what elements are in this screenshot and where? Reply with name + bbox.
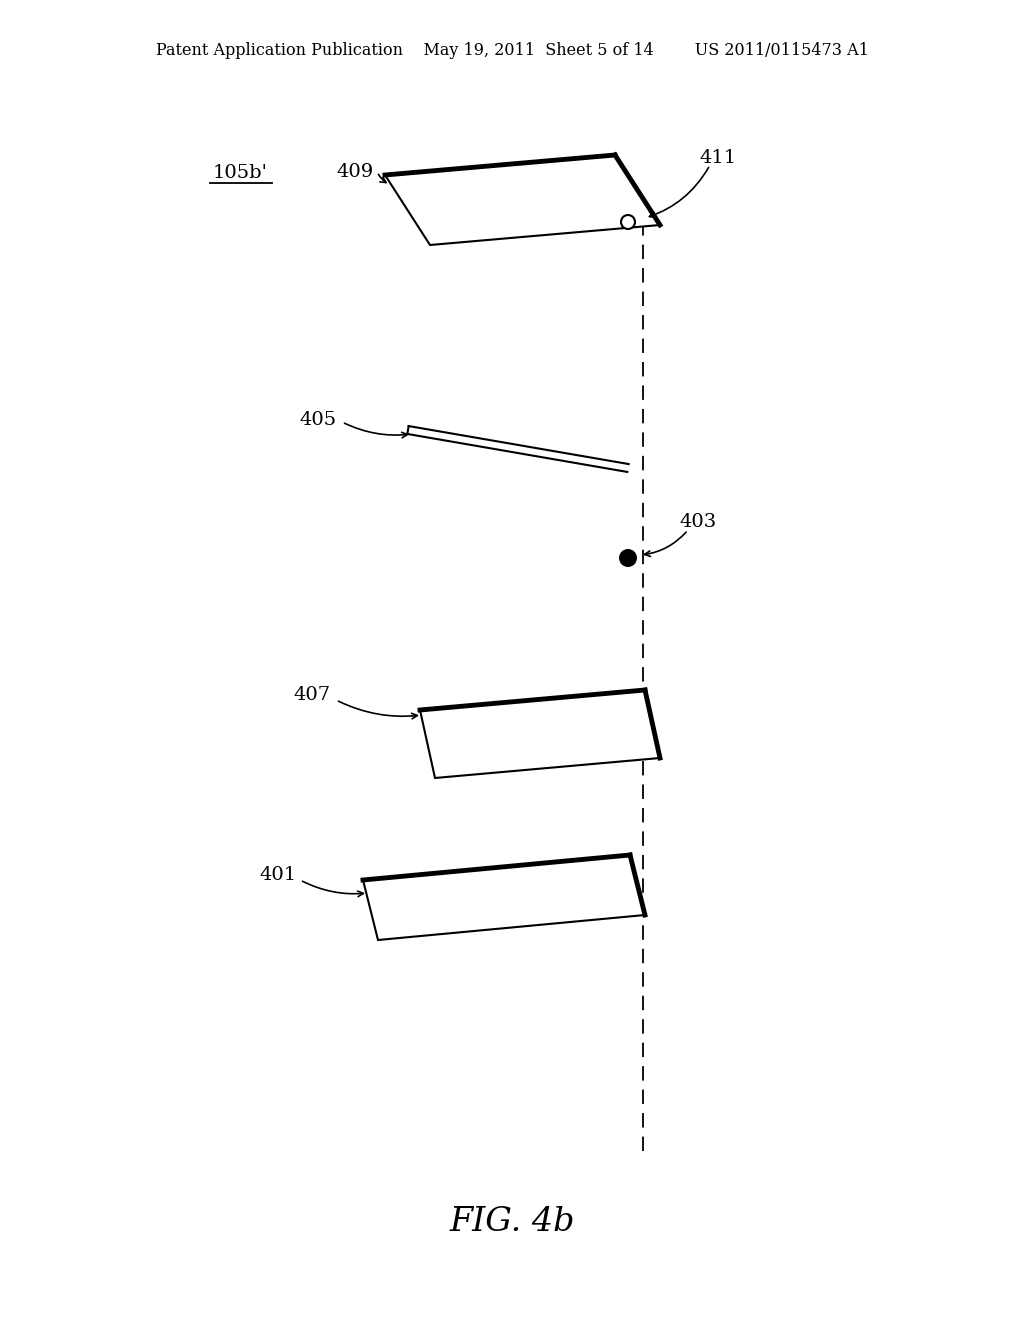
Text: 405: 405 <box>299 411 337 429</box>
Text: 403: 403 <box>679 513 717 531</box>
Polygon shape <box>385 154 660 246</box>
Text: FIG. 4b: FIG. 4b <box>450 1206 574 1238</box>
Text: 411: 411 <box>699 149 736 168</box>
Circle shape <box>618 549 637 568</box>
Circle shape <box>621 215 635 228</box>
Text: 409: 409 <box>336 162 374 181</box>
Polygon shape <box>420 690 660 777</box>
Text: 105b': 105b' <box>213 164 268 182</box>
Text: Patent Application Publication    May 19, 2011  Sheet 5 of 14        US 2011/011: Patent Application Publication May 19, 2… <box>156 42 868 58</box>
Text: 401: 401 <box>259 866 297 884</box>
Polygon shape <box>362 855 645 940</box>
Text: 407: 407 <box>294 686 331 704</box>
